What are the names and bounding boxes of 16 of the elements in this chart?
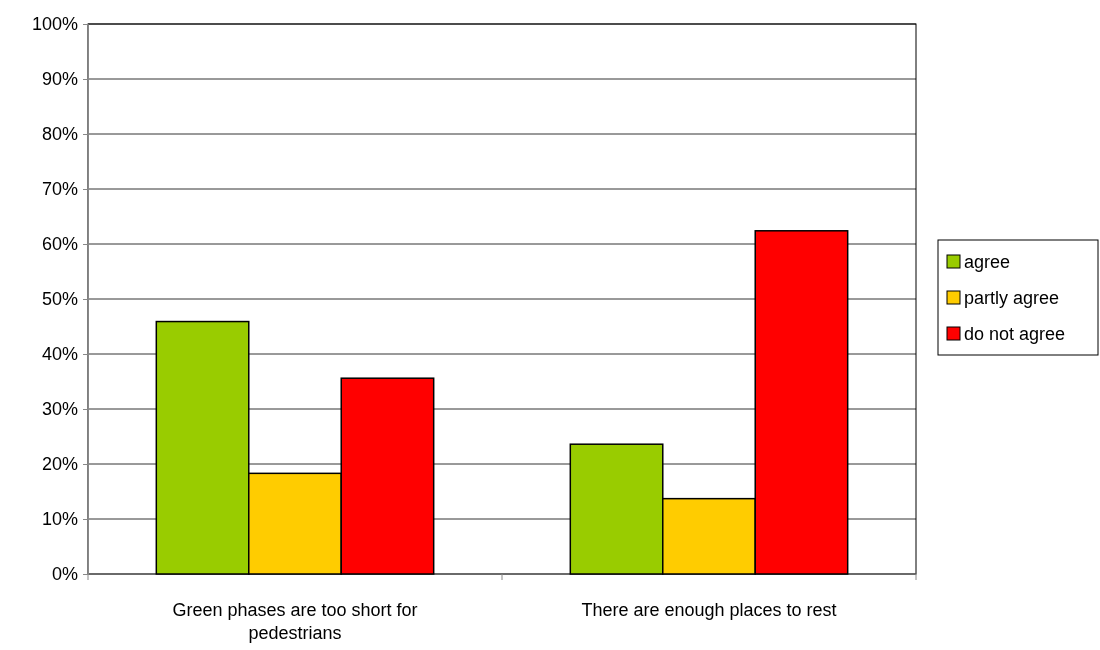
- legend-label: agree: [964, 252, 1011, 272]
- x-tick-label: There are enough places to rest: [581, 600, 837, 620]
- y-tick-label: 80%: [41, 124, 78, 145]
- y-tick-label: 100%: [31, 14, 78, 35]
- legend-label: partly agree: [964, 288, 1060, 308]
- y-tick-label: 70%: [41, 179, 78, 200]
- y-tick-label: 20%: [41, 454, 78, 475]
- y-tick-label: 0%: [51, 564, 78, 585]
- y-tick-label: 10%: [41, 509, 78, 530]
- y-tick-label: 30%: [41, 399, 78, 420]
- y-tick-label: 50%: [41, 289, 78, 310]
- y-tick-label: 90%: [41, 69, 78, 90]
- y-tick-label: 40%: [41, 344, 78, 365]
- x-tick-label: Green phases are too short for pedestrians: [172, 600, 418, 643]
- y-tick-label: 60%: [41, 234, 78, 255]
- legend-label: do not agree: [964, 324, 1066, 344]
